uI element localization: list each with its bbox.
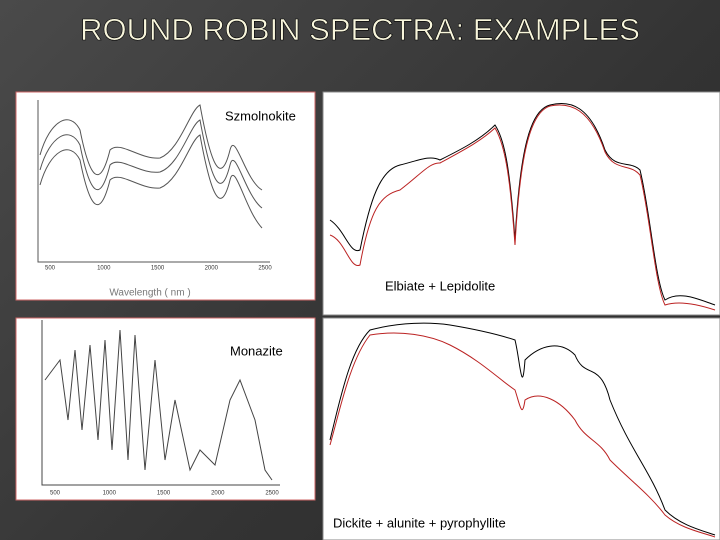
- x-tick-label: 2000: [205, 266, 219, 272]
- x-tick-label: 1000: [103, 491, 117, 497]
- x-tick-label: 2500: [258, 266, 272, 272]
- spectrum-curves: [329, 102, 716, 311]
- spectrum-panel: [322, 317, 720, 540]
- spectrum-curves: [37, 100, 270, 263]
- x-axis-label: Wavelength ( nm ): [109, 288, 190, 299]
- x-tick-label: 2500: [265, 491, 279, 497]
- spectrum-panel: [322, 91, 720, 316]
- x-tick-label: 2000: [211, 491, 225, 497]
- panel-label: Dickite + alunite + pyrophyllite: [333, 515, 506, 530]
- spectrum-curves: [329, 322, 716, 538]
- panel-label: Szmolnokite: [225, 108, 296, 123]
- x-tick-label: 1500: [157, 491, 171, 497]
- x-tick-label: 500: [50, 491, 61, 497]
- spectrum-curves: [41, 320, 280, 486]
- x-tick-label: 1500: [151, 266, 165, 272]
- panel-label: Elbiate + Lepidolite: [385, 278, 495, 293]
- x-tick-label: 1000: [97, 266, 111, 272]
- panel-label: Monazite: [230, 343, 283, 358]
- slide-title: ROUND ROBIN SPECTRA: EXAMPLES: [80, 12, 640, 47]
- spectrum-panel: [15, 91, 316, 301]
- x-ticks: 500 1000 1500 2000 2500: [50, 491, 279, 497]
- x-ticks: 500 1000 1500 2000 2500: [45, 266, 272, 272]
- x-tick-label: 500: [45, 266, 56, 272]
